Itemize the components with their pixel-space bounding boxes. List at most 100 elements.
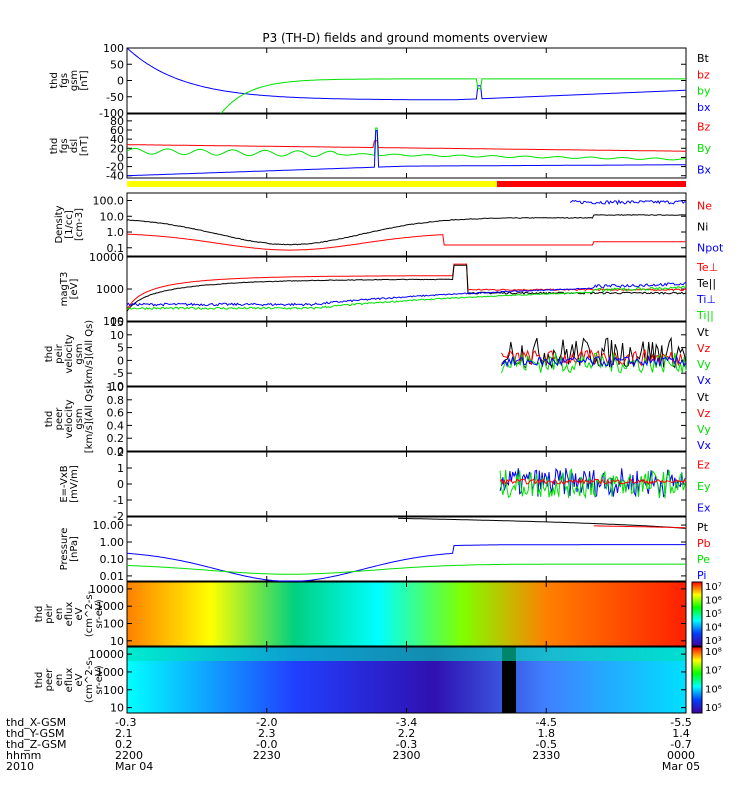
colorbar-tick-label: 10⁷ bbox=[705, 582, 722, 593]
y-axis-label: thd fgs gsm [nT] bbox=[49, 70, 90, 91]
y-axis-label-line: Density bbox=[54, 205, 65, 243]
heatmap-body bbox=[127, 582, 686, 646]
y-tick-label: 0.2 bbox=[107, 432, 125, 445]
y-tick-label: 1000 bbox=[96, 283, 124, 296]
y-tick-label: 0 bbox=[117, 151, 124, 164]
y-tick-label: 10000 bbox=[89, 583, 124, 596]
x-axis-row-label: hhmm bbox=[6, 749, 41, 762]
y-axis-label-line: (cm^2-s- bbox=[84, 656, 95, 703]
npot-line bbox=[569, 199, 687, 206]
legend-entry: Vt bbox=[697, 391, 710, 404]
y-axis-label-line: [cm-3] bbox=[74, 208, 85, 241]
y-tick-label: 1000 bbox=[96, 600, 124, 613]
panel-efield: 2 1 0 -1 -2 E=-VxB [mV/m] Ez Ey Ex bbox=[59, 446, 711, 523]
y-axis-label-line: eV bbox=[74, 673, 85, 686]
x-axis-value: 2230 bbox=[253, 749, 281, 762]
panel-fgs_gsm: 100 50 0 -50 -100 thd fgs gsm [nT] Bt bz by bx bbox=[49, 42, 711, 120]
y-axis-label-line: thd bbox=[49, 138, 60, 155]
ti-perp-line bbox=[126, 281, 687, 307]
y-axis-label-line: gsm bbox=[74, 343, 85, 364]
y-tick-label: 60 bbox=[110, 124, 124, 137]
y-axis-label-line: peir bbox=[44, 603, 55, 623]
x-axis-value: -0.3 bbox=[115, 716, 136, 729]
by-line bbox=[220, 78, 686, 114]
legend-entry: By bbox=[697, 142, 712, 155]
y-tick-label: 100.0 bbox=[93, 195, 125, 208]
y-axis-label-line: velocity bbox=[64, 399, 75, 438]
colorbar-tick-label: 10⁴ bbox=[705, 623, 722, 634]
y-axis-label-line: peer bbox=[44, 668, 55, 692]
legend-entry: Npot bbox=[697, 242, 724, 255]
pt-line bbox=[398, 517, 687, 529]
y-axis-label-line: thd bbox=[49, 72, 60, 89]
ni-line bbox=[126, 214, 687, 246]
x-axis-row-label: thd_Z-GSM bbox=[6, 738, 66, 751]
y-tick-label: 10000 bbox=[89, 251, 124, 264]
legend-entry: Vx bbox=[697, 439, 712, 452]
legend-entry: Ex bbox=[697, 501, 711, 514]
y-axis-label-line: (cm^2-s- bbox=[84, 590, 95, 637]
x-axis-value: 0000 bbox=[667, 749, 695, 762]
panel-peer_spec: 10⁸ 10⁷ 10⁶ 10⁵ 10000 1000 100 10 thd peer en eflux… bbox=[34, 646, 722, 715]
y-tick-label: 100 bbox=[103, 42, 124, 55]
x-axis-value: Mar 04 bbox=[115, 760, 153, 773]
y-tick-label: 10 bbox=[110, 635, 124, 648]
y-axis-label: thd peer en eflux eV (cm^2-s-sr-eV) bbox=[34, 656, 105, 703]
legend-entry: Te|| bbox=[696, 277, 716, 290]
legend-entry: bx bbox=[697, 101, 711, 114]
te-perp-line bbox=[126, 263, 687, 311]
y-tick-label: -40 bbox=[106, 170, 124, 183]
x-axis-value: -0.7 bbox=[670, 738, 691, 751]
x-axis-value: -3.4 bbox=[396, 716, 417, 729]
y-axis-label: E=-VxB [mV/m] bbox=[59, 465, 80, 503]
y-tick-label: 0.4 bbox=[107, 419, 125, 432]
colorbar-bar bbox=[691, 646, 703, 714]
te-par-line bbox=[126, 264, 687, 312]
x-axis-value: Mar 05 bbox=[662, 760, 700, 773]
colorbar-tick-label: 10⁶ bbox=[705, 684, 722, 695]
y-tick-label: 0.1 bbox=[107, 242, 125, 255]
panel-density: 100.0 10.0 1.0 0.1 Density [1/cc] [cm-3] Ne Ni Np… bbox=[54, 192, 724, 257]
y-axis-label-line: [1/cc] bbox=[64, 210, 75, 239]
y-axis-label-line: thd bbox=[44, 346, 55, 363]
y-axis-label-line: [nT] bbox=[79, 136, 90, 156]
x-axis-value: 2.2 bbox=[398, 727, 416, 740]
y-axis-label-line: thd bbox=[44, 411, 55, 428]
y-tick-label: 0 bbox=[117, 478, 124, 491]
legend-entry: Bt bbox=[697, 52, 710, 65]
colorbar-tick-label: 10⁵ bbox=[705, 703, 722, 714]
y-tick-label: 0.01 bbox=[100, 570, 125, 583]
panel-temperature: 10000 1000 100 magT3 [eV] Te⊥ Te|| Ti⊥ Ti|| bbox=[59, 251, 718, 328]
pi-line bbox=[126, 544, 686, 582]
x-axis-value: 2200 bbox=[115, 749, 143, 762]
colorbar-tick-label: 10⁶ bbox=[705, 596, 722, 607]
y-tick-label: 1000 bbox=[96, 666, 124, 679]
x-axis-value: -2.0 bbox=[256, 716, 277, 729]
x-axis-value: -0.3 bbox=[396, 738, 417, 751]
legend-entry: Vt bbox=[697, 326, 710, 339]
velocity-blue bbox=[501, 354, 687, 369]
y-tick-label: 2 bbox=[117, 446, 124, 459]
y-axis-label-line: [nT] bbox=[79, 70, 90, 90]
y-axis-label-line: gsm bbox=[74, 408, 85, 429]
legend-entry: Bx bbox=[697, 163, 712, 176]
y-axis-label-line: [km/s](All Qs) bbox=[84, 385, 95, 453]
y-axis-label-line: magT3 bbox=[59, 272, 70, 307]
x-axis-row-label: 2010 bbox=[6, 760, 34, 773]
panel-frame bbox=[126, 386, 687, 452]
x-axis-value: -0.5 bbox=[536, 738, 557, 751]
panel-pressure: 10.00 1.00 0.10 0.01 Pressure [nPa] Pt Pb Pe Pi bbox=[59, 516, 711, 583]
y-tick-label: 1.0 bbox=[107, 226, 125, 239]
pb-line bbox=[593, 525, 686, 529]
y-tick-label: -20 bbox=[106, 161, 124, 174]
x-axis-value: 2300 bbox=[393, 749, 421, 762]
x-axis-value: 1.8 bbox=[538, 727, 556, 740]
bx-line bbox=[126, 47, 687, 101]
x-axis-value: 0.2 bbox=[115, 738, 133, 751]
y-axis-label-line: E=-VxB bbox=[59, 465, 70, 502]
y-tick-label: -10 bbox=[106, 380, 124, 393]
